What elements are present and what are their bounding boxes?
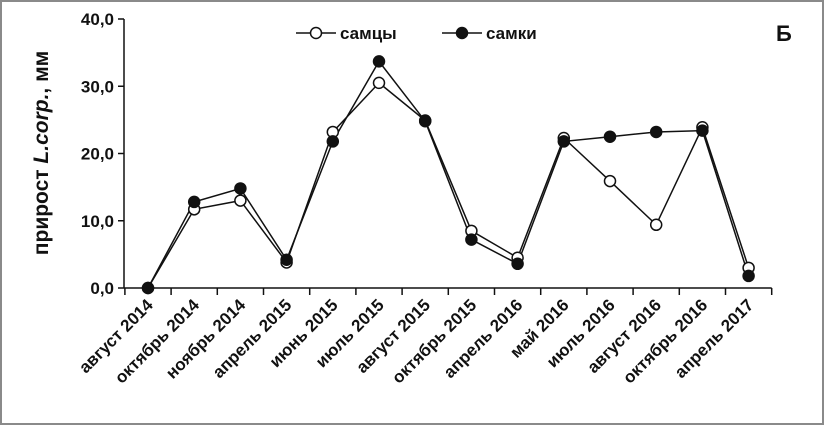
data-point-females xyxy=(418,114,432,128)
legend-marker-females xyxy=(455,26,469,40)
y-tick-label: 20,0 xyxy=(81,145,114,164)
data-point-females xyxy=(742,269,755,283)
legend-label-females: самки xyxy=(486,24,537,43)
panel-letter: Б xyxy=(776,21,792,46)
y-tick-label: 30,0 xyxy=(81,77,114,96)
data-point-males xyxy=(649,218,663,232)
data-point-females xyxy=(234,182,247,195)
legend: самцы самки xyxy=(296,24,537,43)
series-markers xyxy=(141,55,755,295)
y-axis-label-species: L.corp. xyxy=(30,94,53,164)
data-point-females xyxy=(141,281,155,295)
y-tick-label: 40,0 xyxy=(81,10,114,29)
series-lines xyxy=(147,60,750,289)
y-tick-labels: 0,0 10,0 20,0 30,0 40,0 xyxy=(81,10,114,298)
legend-marker-males xyxy=(309,26,323,40)
data-point-females xyxy=(649,125,663,139)
data-point-females xyxy=(511,257,524,271)
series-line-females xyxy=(147,60,750,289)
data-point-males xyxy=(234,194,247,207)
data-point-females xyxy=(603,130,617,143)
y-axis-label-suffix: , мм xyxy=(30,51,53,94)
data-point-males xyxy=(603,174,617,188)
data-point-females xyxy=(696,124,709,137)
y-axis-label-prefix: прирост xyxy=(30,164,53,256)
data-point-males xyxy=(372,76,386,90)
y-axis-label: прирост L.corp., мм xyxy=(30,51,53,255)
axes xyxy=(118,18,773,295)
data-point-females xyxy=(280,253,293,267)
data-point-females xyxy=(465,233,478,246)
y-tick-label: 0,0 xyxy=(90,279,114,298)
y-tick-label: 10,0 xyxy=(81,212,114,231)
data-point-females xyxy=(187,195,201,209)
data-point-females xyxy=(326,135,340,148)
series-line-males xyxy=(147,81,750,289)
legend-label-males: самцы xyxy=(340,24,397,43)
data-point-females xyxy=(557,135,571,148)
data-point-females xyxy=(372,55,386,68)
